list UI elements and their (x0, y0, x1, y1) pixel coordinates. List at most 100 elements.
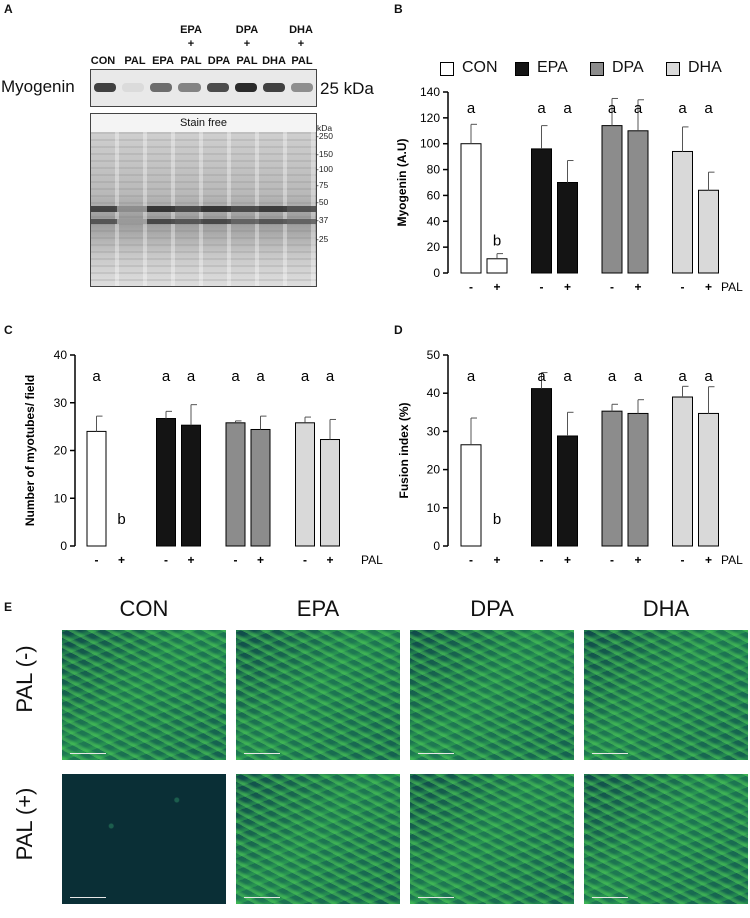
bar (531, 388, 552, 547)
bar (672, 396, 693, 547)
myogenin-band (262, 83, 285, 92)
y-tick-label: 10 (54, 491, 68, 505)
pal-tick: + (187, 553, 194, 567)
pal-tick: - (681, 553, 685, 567)
significance-letter: a (162, 368, 171, 385)
myogenin-band (150, 83, 173, 92)
row-title: PAL (+) (12, 787, 37, 861)
y-tick-label: 20 (427, 240, 441, 254)
lane-label: PAL (180, 55, 202, 67)
pal-tick: + (564, 280, 571, 294)
mw-marker-label: -25 (316, 234, 329, 244)
pal-tick: - (540, 553, 544, 567)
bar (460, 444, 482, 547)
legend-label: DHA (688, 59, 722, 76)
y-tick-label: 20 (54, 444, 68, 458)
pal-tick: - (681, 280, 685, 294)
micrograph-epa-pal-plus (236, 774, 400, 904)
myogenin-band (122, 83, 145, 92)
micrograph-dpa-pal-plus (410, 774, 574, 904)
pal-tick: - (610, 280, 614, 294)
bar (557, 182, 578, 274)
bar (627, 412, 649, 547)
pal-tick: - (469, 553, 473, 567)
blot-header-dha: DHA (289, 24, 313, 36)
chart-fusion-index: 0 10 20 30 40 50 Fusion index (%) a - b + a - a + a - a + a… (397, 348, 743, 567)
mw-unit-label: kDa (317, 123, 333, 133)
y-tick-label: 20 (427, 463, 441, 477)
legend-item-epa: EPA (515, 59, 595, 83)
legend: CON EPA DPA DHA (440, 59, 740, 83)
bar (601, 125, 623, 274)
y-axis-label: Fusion index (%) (397, 402, 411, 498)
y-axis-label: Myogenin (A.U) (395, 139, 409, 227)
pal-label: PAL (721, 280, 743, 294)
micrograph-con-pal-minus (62, 630, 226, 760)
significance-letter: a (704, 100, 713, 117)
pal-tick: + (326, 553, 333, 567)
myogenin-band (94, 83, 117, 92)
significance-letter: a (634, 100, 643, 117)
pal-tick: + (634, 553, 641, 567)
pal-tick: - (469, 280, 473, 294)
micrograph-epa-pal-minus (236, 630, 400, 760)
significance-letter: a (467, 368, 476, 385)
myogenin-band (206, 83, 229, 92)
y-tick-label: 40 (427, 386, 441, 400)
pal-tick: + (705, 280, 712, 294)
blot-header-dpa-plus: + (243, 38, 251, 50)
pal-tick: + (493, 280, 500, 294)
micrograph-dpa-pal-minus (410, 630, 574, 760)
lane-label: DPA (207, 55, 231, 67)
pal-tick: + (493, 553, 500, 567)
significance-letter: a (537, 100, 546, 117)
lane-label: PAL (291, 55, 313, 67)
stain-free-gel: Stain free (90, 113, 317, 287)
significance-letter: a (326, 368, 335, 385)
y-tick-label: 140 (420, 85, 440, 99)
bar (86, 430, 107, 547)
column-title: CON (119, 596, 169, 621)
blot-header-epa: EPA (180, 24, 202, 36)
significance-letter: b (493, 233, 501, 250)
y-tick-label: 30 (54, 396, 68, 410)
significance-letter: a (678, 100, 687, 117)
bar (181, 424, 201, 547)
significance-letter: a (256, 368, 265, 385)
blot-header-dpa: DPA (235, 24, 259, 36)
y-tick-label: 40 (427, 214, 441, 228)
mw-marker-label: -37 (316, 215, 329, 225)
pal-tick: + (634, 280, 641, 294)
pal-tick: + (118, 553, 125, 567)
y-tick-label: 0 (433, 266, 440, 280)
significance-letter: a (678, 368, 687, 385)
significance-letter: a (467, 100, 476, 117)
size-label: 25 kDa (320, 79, 374, 98)
significance-letter: a (563, 100, 572, 117)
y-tick-label: 40 (54, 348, 68, 362)
y-axis-label: Number of myotubes/ field (23, 375, 37, 526)
pal-tick: + (705, 553, 712, 567)
y-tick-label: 0 (433, 539, 440, 553)
column-title: DPA (470, 596, 514, 621)
panel-letter-a: A (4, 2, 13, 16)
lane-label: PAL (124, 55, 146, 67)
bar (601, 410, 623, 547)
significance-letter: b (493, 511, 501, 528)
y-tick-label: 30 (427, 424, 441, 438)
bar (557, 435, 578, 547)
bar (460, 143, 482, 274)
lane-label: PAL (236, 55, 258, 67)
lane-label: EPA (152, 55, 174, 67)
y-tick-label: 120 (420, 111, 440, 125)
stain-free-title: Stain free (179, 117, 228, 129)
mw-marker-label: -100 (316, 164, 334, 174)
legend-swatch (590, 62, 604, 76)
significance-letter: a (704, 368, 713, 385)
y-tick-label: 100 (420, 137, 440, 151)
significance-letter: a (92, 368, 101, 385)
legend-label: EPA (537, 59, 568, 76)
significance-letter: a (301, 368, 310, 385)
legend-swatch (666, 62, 680, 76)
legend-item-dha: DHA (666, 59, 746, 83)
